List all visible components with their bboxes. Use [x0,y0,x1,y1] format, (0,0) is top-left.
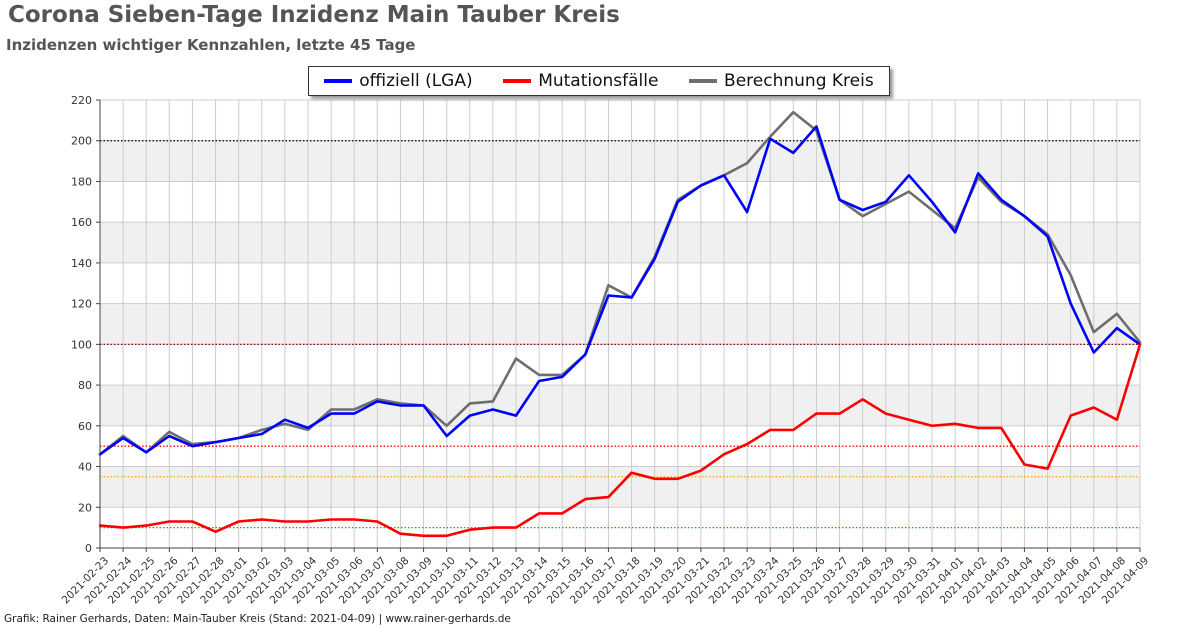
background-band [100,303,1140,345]
y-tick-label: 0 [85,542,92,555]
y-tick-label: 220 [71,94,92,107]
y-tick-label: 60 [78,420,92,433]
horizontal-gridlines [100,99,1140,549]
legend-item-mutationsfaelle: Mutationsfälle [503,71,658,91]
y-tick-label: 80 [78,379,92,392]
x-tick-labels: 2021-02-232021-02-242021-02-252021-02-26… [60,555,1152,607]
y-tick-label: 200 [71,135,92,148]
axes [96,99,1141,552]
legend-swatch [689,79,718,83]
legend-item-berechnung-kreis: Berechnung Kreis [689,71,874,91]
legend-swatch [503,79,532,83]
chart-subtitle: Inzidenzen wichtiger Kennzahlen, letzte … [6,36,416,54]
y-tick-label: 120 [71,298,92,311]
y-tick-labels: 0 20 40 60 80 100 120 140 160 180 200 220 [71,94,92,555]
background-bands [100,140,1140,508]
legend-item-offiziell: offiziell (LGA) [324,71,473,91]
y-tick-label: 40 [78,461,92,474]
chart-title: Corona Sieben-Tage Inzidenz Main Tauber … [8,2,620,28]
y-tick-label: 100 [71,338,92,351]
legend-label: Mutationsfälle [538,71,659,91]
background-band [100,466,1140,508]
y-tick-label: 160 [71,216,92,229]
legend-label: Berechnung Kreis [724,71,874,91]
background-band [100,140,1140,182]
background-band [100,222,1140,263]
legend-label: offiziell (LGA) [359,71,473,91]
y-tick-label: 20 [78,501,92,514]
background-band [100,385,1140,426]
footer-credit: Grafik: Rainer Gerhards, Daten: Main-Tau… [4,613,511,625]
y-tick-label: 140 [71,257,92,270]
y-tick-label: 180 [71,175,92,188]
series-line [98,343,1142,538]
series-line [98,125,1142,456]
series-lines [98,110,1142,538]
legend: offiziell (LGA) Mutationsfälle Berechnun… [308,66,890,96]
legend-swatch [324,79,353,83]
